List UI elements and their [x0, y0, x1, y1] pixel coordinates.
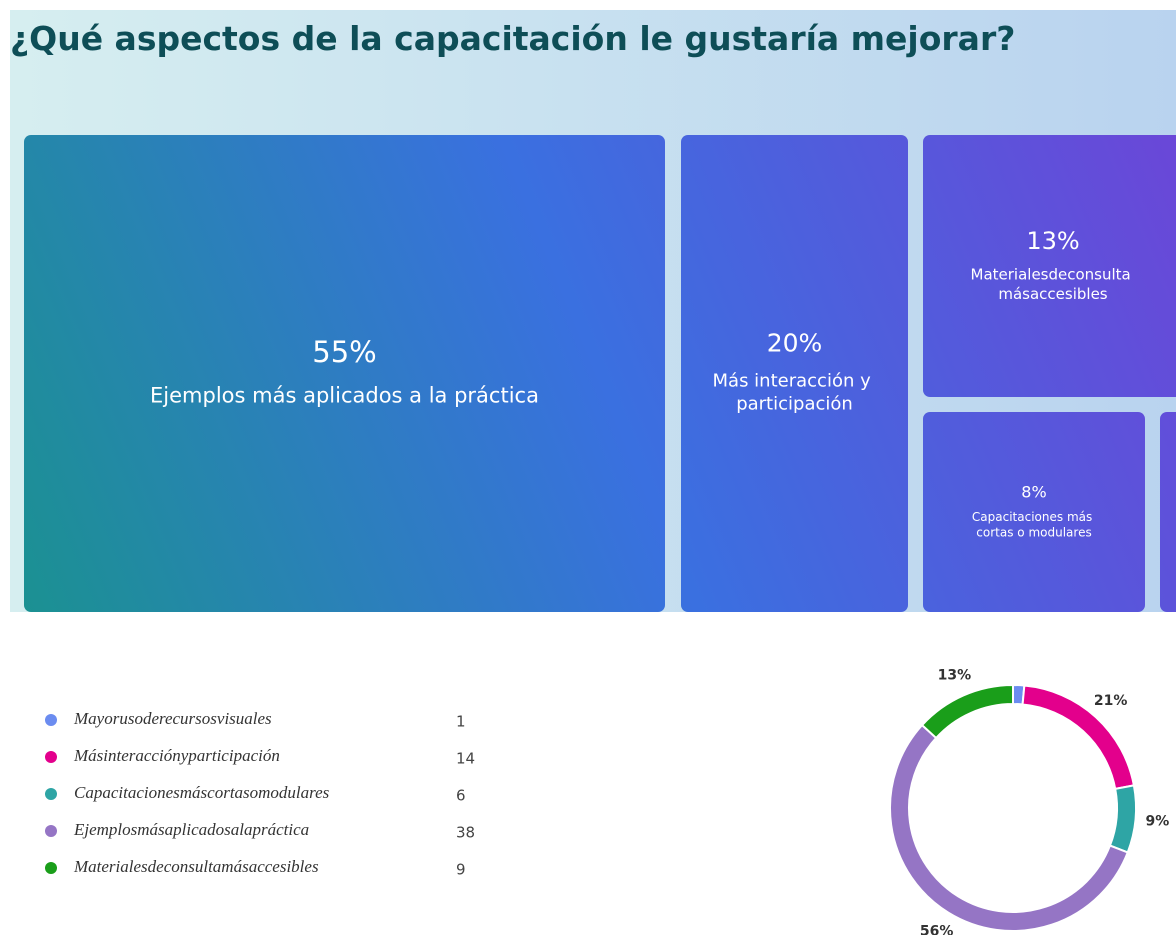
legend-label: Capacitacionesmáscortasomodulares [74, 783, 330, 802]
legend-marker [45, 714, 57, 726]
treemap-tile [24, 135, 665, 612]
donut-segment [888, 723, 1129, 933]
chart-title: ¿Qué aspectos de la capacitación le gust… [10, 19, 1015, 58]
donut: 21% 9% 56% 13% [888, 667, 1169, 935]
legend-label: Mayorusoderecursosvisuales [73, 709, 272, 728]
donut-label: 56% [920, 923, 954, 935]
legend-marker [45, 751, 57, 763]
legend-marker [45, 825, 57, 837]
legend-label: Ejemplosmásaplicadosalapráctica [73, 820, 309, 839]
tile-label: Materialesdeconsulta másaccesibles [971, 265, 1136, 303]
legend-marker [45, 862, 57, 874]
legend-label: Materialesdeconsultamásaccesibles [73, 857, 319, 876]
tile-label: Ejemplos más aplicados a la práctica [150, 384, 539, 408]
donut-segment [1108, 784, 1137, 854]
donut-label: 21% [1094, 693, 1128, 709]
donut-label: 13% [938, 667, 972, 683]
treemap-tile [923, 412, 1145, 612]
legend: Mayorusoderecursosvisuales 1 Másinteracció… [45, 709, 475, 879]
donut-label: 9% [1145, 813, 1169, 829]
treemap-tile [923, 135, 1176, 397]
legend-marker [45, 788, 57, 800]
tile-value-label: 55% [312, 335, 376, 369]
tile-label: Capacitaciones más cortas o modulares [972, 509, 1096, 539]
donut-segment [920, 683, 1014, 740]
legend-label: Másinteracciónyparticipación [73, 746, 280, 765]
legend-count: 38 [456, 824, 475, 842]
tile-value-label: 20% [767, 329, 823, 358]
legend-count: 1 [456, 713, 466, 731]
treemap: 55% Ejemplos más aplicados a la práctica 2… [24, 135, 1176, 612]
tile-label: Más interacción y participación [713, 370, 877, 414]
treemap-tile [1160, 412, 1176, 612]
legend-count: 9 [456, 861, 466, 879]
legend-count: 14 [456, 750, 475, 768]
legend-count: 6 [456, 787, 466, 805]
tile-value-label: 13% [1026, 227, 1079, 255]
treemap-tile [681, 135, 908, 612]
tile-value-label: 8% [1021, 482, 1046, 501]
